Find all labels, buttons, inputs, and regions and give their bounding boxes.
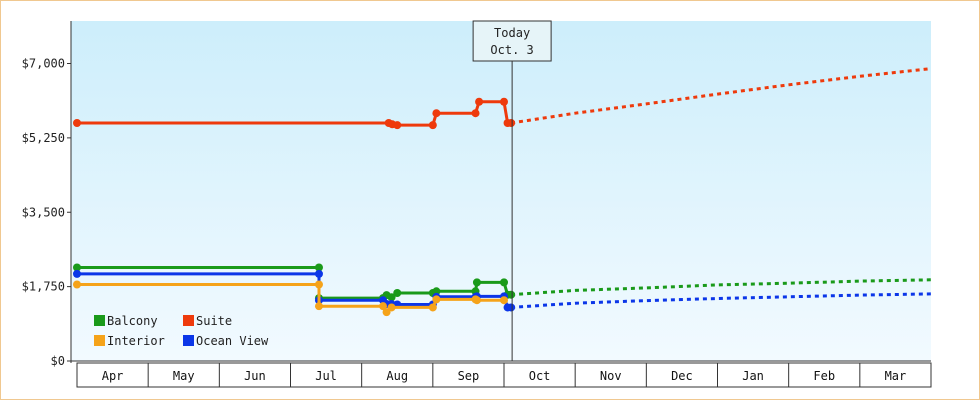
month-label: May [173,369,195,383]
series-line [77,266,512,300]
series-suite [73,67,932,130]
month-label: Mar [885,369,907,383]
y-tick-label: $3,500 [22,205,65,219]
data-point [428,121,437,130]
series-interior [73,280,508,317]
data-point [379,302,388,311]
legend-label: Suite [196,314,232,328]
legend-swatch [183,335,194,346]
month-label: Oct [529,369,551,383]
legend-swatch [183,315,194,326]
month-label: Jan [742,369,764,383]
data-point [471,109,480,118]
legend-label: Balcony [107,314,158,328]
month-label: Nov [600,369,622,383]
series-line [77,272,512,309]
data-point [432,109,441,118]
data-point [73,119,81,127]
plot-area [71,21,931,361]
month-label: Dec [671,369,693,383]
data-point [314,269,323,278]
forecast-line [510,67,932,125]
data-point [472,296,481,305]
data-point [432,295,441,304]
today-date: Oct. 3 [490,43,533,57]
month-label: Feb [813,369,835,383]
y-tick-label: $7,000 [22,57,65,71]
data-point [387,303,396,312]
month-label: Apr [102,369,124,383]
data-point [73,280,81,289]
data-point [314,263,323,272]
data-point [393,289,402,297]
data-point [475,97,484,106]
data-point [500,296,508,305]
today-box [472,20,552,62]
legend-swatch [94,315,105,326]
data-point [432,287,441,296]
y-tick-label: $0 [51,354,65,368]
data-point [500,278,508,287]
data-point [387,293,396,302]
data-point [428,303,437,312]
data-point [500,97,508,106]
data-point [314,280,323,289]
data-point [472,278,481,287]
data-point [382,308,391,317]
month-label: Jun [244,369,266,383]
today-label: Today [494,26,530,40]
data-point [393,121,402,130]
legend-swatch [94,335,105,346]
month-label: Aug [386,369,408,383]
legend-label: Interior [107,334,165,348]
data-point [314,302,323,311]
legend-label: Ocean View [196,334,269,348]
data-point [73,269,81,278]
month-label: Jul [315,369,337,383]
month-label: Sep [458,369,480,383]
forecast-line [510,278,932,297]
y-tick-label: $5,250 [22,131,65,145]
data-point [73,263,81,272]
forecast-line [511,292,932,309]
y-tick-label: $1,750 [22,280,65,294]
